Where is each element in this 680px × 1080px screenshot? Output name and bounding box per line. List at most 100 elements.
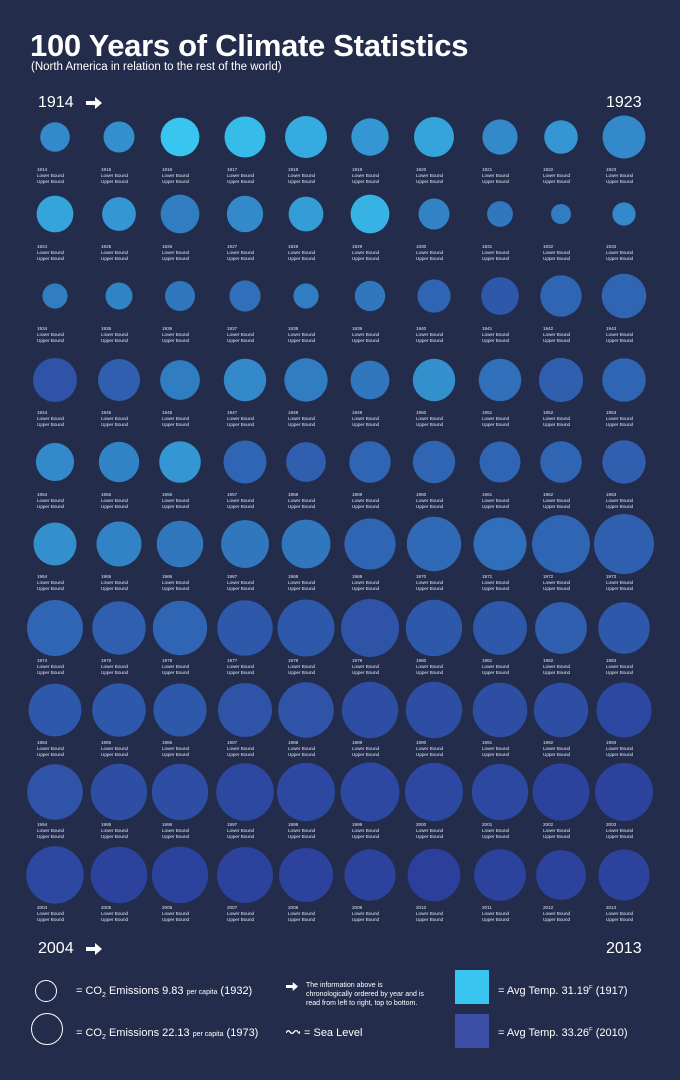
- year-circle-1965: [96, 521, 142, 567]
- year-circle-1951: [478, 358, 522, 402]
- reading-order-note: The information above is chronologically…: [306, 982, 424, 1007]
- bound-caption-1979: Upper Bound: [352, 670, 380, 675]
- year-caption-1916: 1916: [162, 167, 173, 172]
- bound-caption-1975: Lower Bound: [101, 664, 129, 669]
- year-caption-1978: 1978: [288, 658, 299, 663]
- end-first-row-year-label: 1923: [606, 94, 642, 111]
- year-circle-1928: [288, 196, 324, 232]
- year-circle-2011: [474, 849, 526, 901]
- year-caption-1921: 1921: [482, 167, 493, 172]
- year-circle-1914: [40, 122, 70, 152]
- year-circle-1995: [90, 763, 148, 821]
- bound-caption-2009: Lower Bound: [352, 911, 380, 916]
- year-circle-1992: [533, 682, 589, 738]
- year-caption-1995: 1995: [101, 822, 112, 827]
- bound-caption-1919: Lower Bound: [352, 173, 380, 178]
- year-caption-1971: 1971: [482, 574, 493, 579]
- year-circle-1953: [602, 358, 646, 402]
- year-caption-1970: 1970: [416, 574, 427, 579]
- bound-caption-1941: Lower Bound: [482, 332, 510, 337]
- year-circle-2010: [407, 848, 461, 902]
- year-caption-1993: 1993: [606, 740, 617, 745]
- year-caption-1923: 1923: [606, 167, 617, 172]
- cool-temp-swatch: [455, 1014, 489, 1048]
- bound-caption-1921: Upper Bound: [482, 179, 510, 184]
- bound-caption-1962: Lower Bound: [543, 498, 571, 503]
- bound-caption-1927: Upper Bound: [227, 256, 255, 261]
- year-circle-2004: [26, 846, 84, 904]
- bound-caption-1969: Lower Bound: [352, 580, 380, 585]
- year-caption-1942: 1942: [543, 326, 554, 331]
- year-caption-2002: 2002: [543, 822, 554, 827]
- year-circle-1935: [105, 282, 133, 310]
- bound-caption-2007: Upper Bound: [227, 917, 255, 922]
- bound-caption-1985: Lower Bound: [101, 746, 129, 751]
- large-co2-circle-icon: [31, 1013, 63, 1045]
- year-caption-1949: 1949: [352, 410, 363, 415]
- legend-small-co2: = CO2 Emissions 9.83 per capita (1932): [76, 985, 253, 1000]
- bound-caption-1957: Upper Bound: [227, 504, 255, 509]
- year-circle-1993: [596, 682, 652, 738]
- year-circle-1961: [479, 441, 521, 483]
- bound-caption-2002: Upper Bound: [543, 834, 571, 839]
- bound-caption-1925: Upper Bound: [101, 256, 129, 261]
- bound-caption-1935: Lower Bound: [101, 332, 129, 337]
- bound-caption-1949: Upper Bound: [352, 422, 380, 427]
- year-caption-1966: 1966: [162, 574, 173, 579]
- last-row-start-year-label: 2004: [38, 940, 74, 957]
- bound-caption-1967: Upper Bound: [227, 586, 255, 591]
- bound-caption-1917: Lower Bound: [227, 173, 255, 178]
- year-circle-1944: [33, 358, 77, 402]
- bound-caption-1976: Upper Bound: [162, 670, 190, 675]
- bound-caption-1922: Upper Bound: [543, 179, 571, 184]
- right-arrow-icon: [86, 97, 102, 109]
- bound-caption-1956: Lower Bound: [162, 498, 190, 503]
- year-circle-1949: [350, 360, 390, 400]
- year-caption-1931: 1931: [482, 244, 493, 249]
- year-circle-1952: [538, 357, 584, 403]
- year-caption-1974: 1974: [37, 658, 48, 663]
- year-caption-1961: 1961: [482, 492, 493, 497]
- year-circle-2002: [532, 763, 590, 821]
- bound-caption-1970: Upper Bound: [416, 586, 444, 591]
- year-caption-1996: 1996: [162, 822, 173, 827]
- bound-caption-2001: Lower Bound: [482, 828, 510, 833]
- year-caption-1956: 1956: [162, 492, 173, 497]
- right-arrow-icon: [86, 943, 102, 955]
- year-caption-2008: 2008: [288, 905, 299, 910]
- bound-caption-1918: Upper Bound: [288, 179, 316, 184]
- year-circle-1966: [156, 520, 204, 568]
- bound-caption-2002: Lower Bound: [543, 828, 571, 833]
- bound-caption-1943: Lower Bound: [606, 332, 634, 337]
- legend-large-co2: = CO2 Emissions 22.13 per capita (1973): [76, 1027, 259, 1042]
- bound-caption-1982: Lower Bound: [543, 664, 571, 669]
- year-circle-1999: [340, 762, 400, 822]
- bound-caption-1924: Upper Bound: [37, 256, 65, 261]
- bound-caption-2008: Lower Bound: [288, 911, 316, 916]
- bound-caption-1918: Lower Bound: [288, 173, 316, 178]
- bound-caption-1929: Upper Bound: [352, 256, 380, 261]
- bound-caption-1931: Upper Bound: [482, 256, 510, 261]
- year-circle-1921: [482, 119, 518, 155]
- year-circle-1975: [92, 601, 146, 655]
- year-caption-1935: 1935: [101, 326, 112, 331]
- year-caption-2004: 2004: [37, 905, 48, 910]
- year-circle-1933: [612, 202, 636, 226]
- year-circle-1924: [36, 195, 74, 233]
- bound-caption-2000: Lower Bound: [416, 828, 444, 833]
- year-circle-1955: [98, 441, 140, 483]
- year-caption-1918: 1918: [288, 167, 299, 172]
- bound-caption-1998: Lower Bound: [288, 828, 316, 833]
- bound-caption-1985: Upper Bound: [101, 752, 129, 757]
- bound-caption-1923: Upper Bound: [606, 179, 634, 184]
- bound-caption-1948: Upper Bound: [288, 422, 316, 427]
- year-circle-1980: [405, 599, 463, 657]
- year-caption-1981: 1981: [482, 658, 493, 663]
- year-caption-1920: 1920: [416, 167, 427, 172]
- year-circle-1985: [92, 683, 146, 737]
- bound-caption-1993: Upper Bound: [606, 752, 634, 757]
- bound-caption-2005: Lower Bound: [101, 911, 129, 916]
- year-caption-2013: 2013: [606, 905, 617, 910]
- bound-caption-1924: Lower Bound: [37, 250, 65, 255]
- year-caption-2012: 2012: [543, 905, 554, 910]
